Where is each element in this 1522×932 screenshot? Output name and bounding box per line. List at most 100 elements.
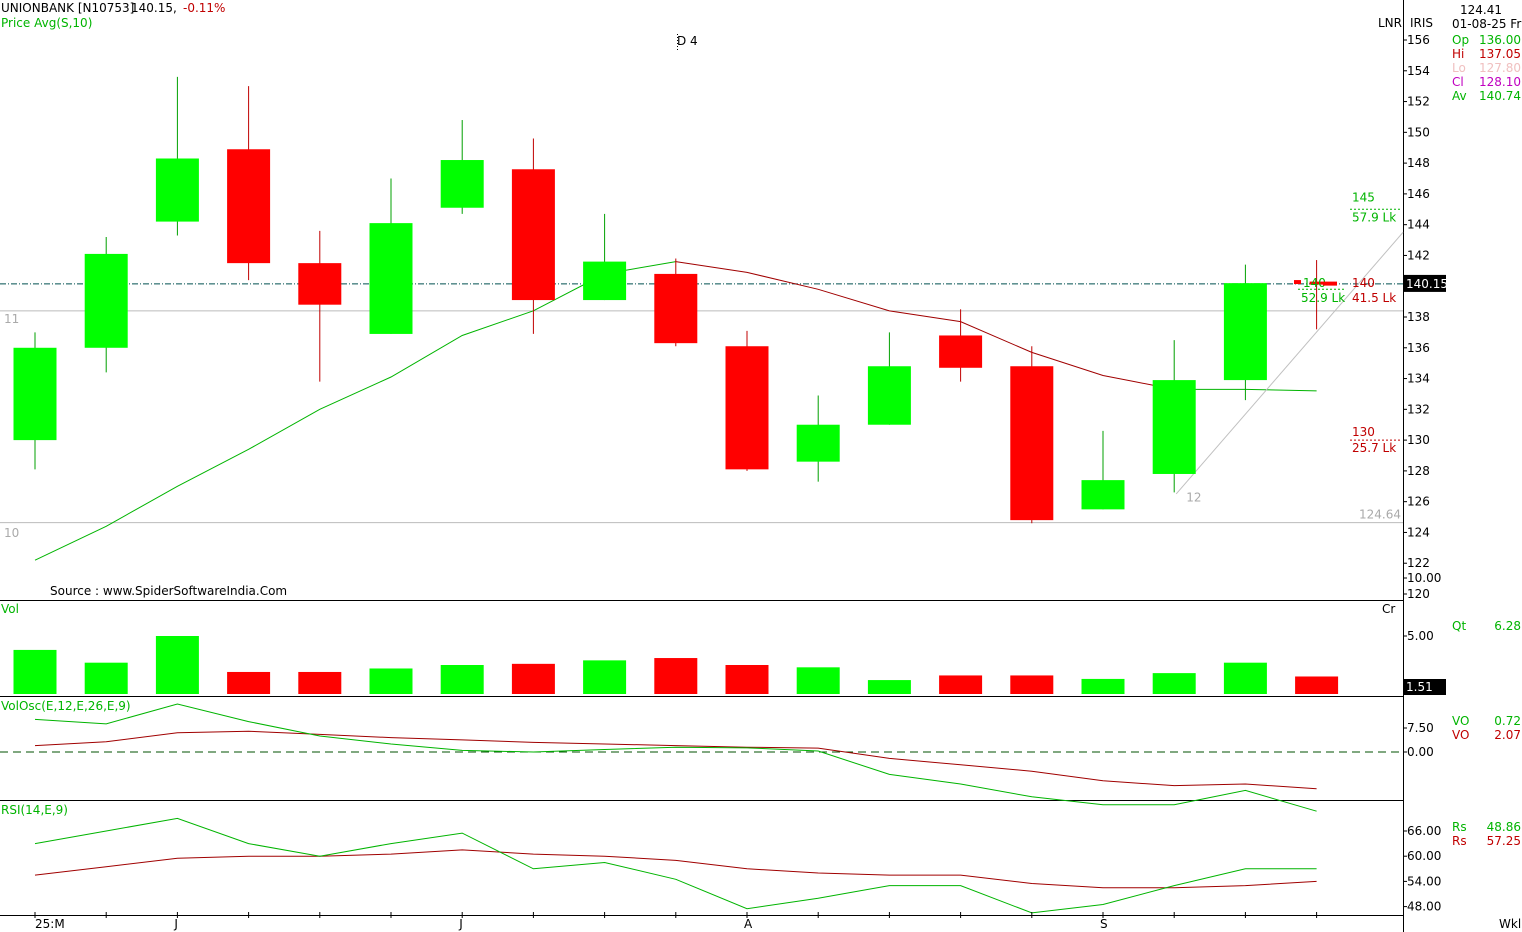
price-grid — [0, 283, 1403, 524]
rsi-axis: 66.00 60.00 54.00 48.00 — [1403, 824, 1441, 914]
rsi-tick-label: 54.00 — [1407, 874, 1441, 888]
moving-average-layer — [34, 232, 1404, 561]
price-tick-label: 134 — [1407, 372, 1430, 386]
volume-bar — [1152, 673, 1196, 694]
volosc-legend-label: VO — [1452, 728, 1469, 742]
rsi-lines — [34, 817, 1317, 914]
candle-body-up — [1081, 480, 1125, 510]
ma10-falling-segment — [675, 261, 1175, 390]
trend-line — [1175, 232, 1404, 495]
feed-label: IRIS — [1410, 16, 1433, 30]
volume-bars — [13, 636, 1339, 694]
x-axis: 25:M J J A S — [34, 912, 1318, 931]
ohlc-label: Lo — [1452, 61, 1466, 75]
volosc-lines — [0, 703, 1403, 812]
target-mid-green-qty: 52.9 Lk — [1301, 291, 1345, 305]
left-label-10: 10 — [4, 526, 19, 540]
candle-body-down — [511, 169, 555, 301]
volume-tick-label: 10.00 — [1407, 571, 1441, 585]
volume-bar — [1295, 676, 1339, 694]
qt-value: 6.28 — [1494, 619, 1521, 633]
rsi-tick-label: 66.00 — [1407, 824, 1441, 838]
price-tick-label: 154 — [1407, 64, 1430, 78]
volume-bar — [796, 667, 840, 694]
rsi-signal-line — [34, 849, 1317, 889]
candle-body-up — [583, 261, 627, 301]
price-tick-label: 148 — [1407, 156, 1430, 170]
candle-body-up — [1152, 380, 1196, 474]
volume-unit: Cr — [1382, 602, 1395, 616]
candle-body-up — [155, 158, 199, 222]
ohlc-value: 137.05 — [1479, 47, 1521, 61]
price-tick-label: 156 — [1407, 33, 1430, 47]
volume-bar — [1010, 675, 1054, 694]
left-label-11: 11 — [4, 312, 19, 326]
low-label: 124.64 — [1359, 508, 1401, 522]
price-tick-label: 132 — [1407, 402, 1430, 416]
ohlc-value: 127.80 — [1479, 61, 1521, 75]
rsi-line — [34, 817, 1317, 914]
rsi-legend-value: 48.86 — [1487, 820, 1521, 834]
candle-body-up — [796, 424, 840, 462]
target-mid-red-qty: 41.5 Lk — [1352, 291, 1396, 305]
x-tick-label: A — [744, 917, 753, 931]
volosc-tick-label: 7.50 — [1407, 721, 1434, 735]
volume-bar — [654, 658, 698, 694]
rsi-legend-value: 57.25 — [1487, 834, 1521, 848]
source-credit: Source : www.SpiderSoftwareIndia.Com — [50, 584, 287, 598]
volume-bar — [867, 680, 911, 694]
volume-bar — [155, 636, 199, 694]
volume-axis: 10.00 5.00 — [1403, 571, 1441, 643]
price-tag: 140.15 — [1406, 277, 1448, 291]
price-axis: 1561541521501481461441421401381361341321… — [1403, 33, 1430, 601]
candle-body-down — [1010, 366, 1054, 521]
marker-label: D 4 — [677, 34, 698, 48]
rsi-legend: Rs 48.86 Rs 57.25 — [1452, 820, 1521, 848]
price-tick-label: 130 — [1407, 433, 1430, 447]
ohlc-label: Hi — [1452, 47, 1464, 61]
ohlc-value: 128.10 — [1479, 75, 1521, 89]
rsi-legend-label: Rs — [1452, 820, 1467, 834]
volume-title: Vol — [1, 602, 19, 616]
volume-bar — [227, 671, 271, 694]
rsi-legend-label: Rs — [1452, 834, 1467, 848]
cursor-value: 124.41 — [1460, 3, 1502, 17]
target-down-price: 130 — [1352, 425, 1375, 439]
x-tick-label: J — [173, 917, 178, 931]
volume-tick-label: 5.00 — [1407, 629, 1434, 643]
volume-bar — [369, 668, 413, 694]
qt-label: Qt — [1452, 619, 1466, 633]
volosc-signal-line — [34, 730, 1317, 790]
price-tick-label: 128 — [1407, 464, 1430, 478]
volume-bar — [298, 671, 342, 694]
volume-bar — [1081, 678, 1125, 694]
price-tick-label: 126 — [1407, 495, 1430, 509]
price-tick-label: 124 — [1407, 525, 1430, 539]
price-tick-label: 152 — [1407, 95, 1430, 109]
period-label[interactable]: Wkl — [1499, 917, 1521, 931]
overlay-label: Price Avg(S,10) — [1, 16, 92, 30]
scale-mode[interactable]: LNR — [1378, 16, 1402, 30]
volosc-title: VolOsc(E,12,E,26,E,9) — [1, 699, 131, 713]
volume-bar — [13, 649, 57, 694]
candle-body-up — [84, 253, 128, 348]
ma10-rising-segment — [34, 261, 676, 561]
candle-body-down — [298, 263, 342, 305]
candle-body-up — [369, 223, 413, 334]
volosc-axis: 7.50 0.00 — [1403, 721, 1434, 759]
volume-tag-box — [1404, 679, 1446, 695]
ohlc-readout: Op 136.00 Hi 137.05 Lo 127.80 Cl 128.10 Av 140.74 — [1452, 33, 1521, 103]
price-tag-box — [1404, 274, 1446, 292]
candle-body-down — [227, 149, 271, 264]
x-tick-label: S — [1100, 917, 1108, 931]
target-mid-red-price: 140 — [1352, 276, 1375, 290]
ohlc-value: 136.00 — [1479, 33, 1521, 47]
volosc-legend-label: VO — [1452, 714, 1469, 728]
target-mid-green-price: 140 — [1303, 276, 1326, 290]
volosc-legend: VO 0.72 VO 2.07 — [1452, 714, 1521, 742]
target-up-price: 145 — [1352, 190, 1375, 204]
target-up-qty: 57.9 Lk — [1352, 210, 1396, 224]
price-tick-label: 150 — [1407, 125, 1430, 139]
volume-bar — [939, 675, 983, 694]
